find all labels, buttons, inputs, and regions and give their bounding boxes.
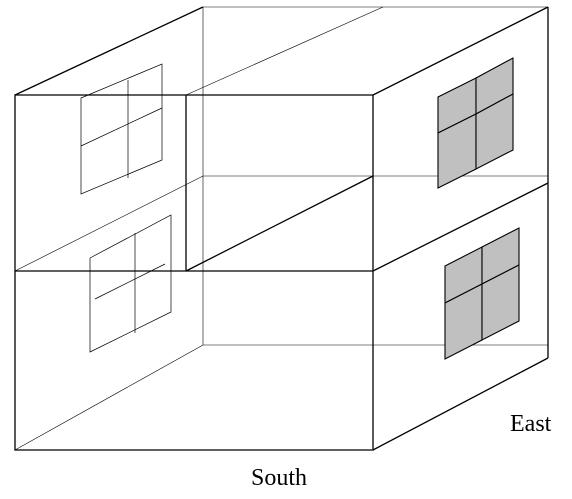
front-face-outline	[14, 94, 374, 451]
west-lower-window-frame	[89, 214, 172, 353]
west-upper-window	[80, 63, 163, 195]
east-lower-window	[444, 227, 520, 360]
east-upper-window	[437, 57, 514, 189]
top-left-diagonal	[14, 6, 204, 96]
east-lower-window-pane-br	[481, 264, 520, 341]
west-lower-window-transom	[94, 263, 166, 300]
west-upper-window-transom	[80, 107, 163, 147]
left-floor-diagonal	[14, 175, 204, 272]
left-ground-diagonal	[14, 344, 204, 451]
top-back-divider	[185, 6, 384, 96]
top-right-diagonal	[372, 6, 549, 96]
west-upper-window-frame	[80, 63, 163, 195]
south-label: South	[251, 465, 308, 491]
east-label: East	[510, 411, 552, 437]
bottom-right-diagonal	[372, 357, 549, 451]
interior-divider-diagonal	[185, 175, 374, 272]
east-upper-window-pane-br	[475, 93, 514, 170]
visible-edges	[14, 6, 549, 451]
west-lower-window	[89, 214, 172, 353]
hidden-edges	[14, 6, 548, 451]
right-floor-diagonal	[372, 182, 549, 272]
